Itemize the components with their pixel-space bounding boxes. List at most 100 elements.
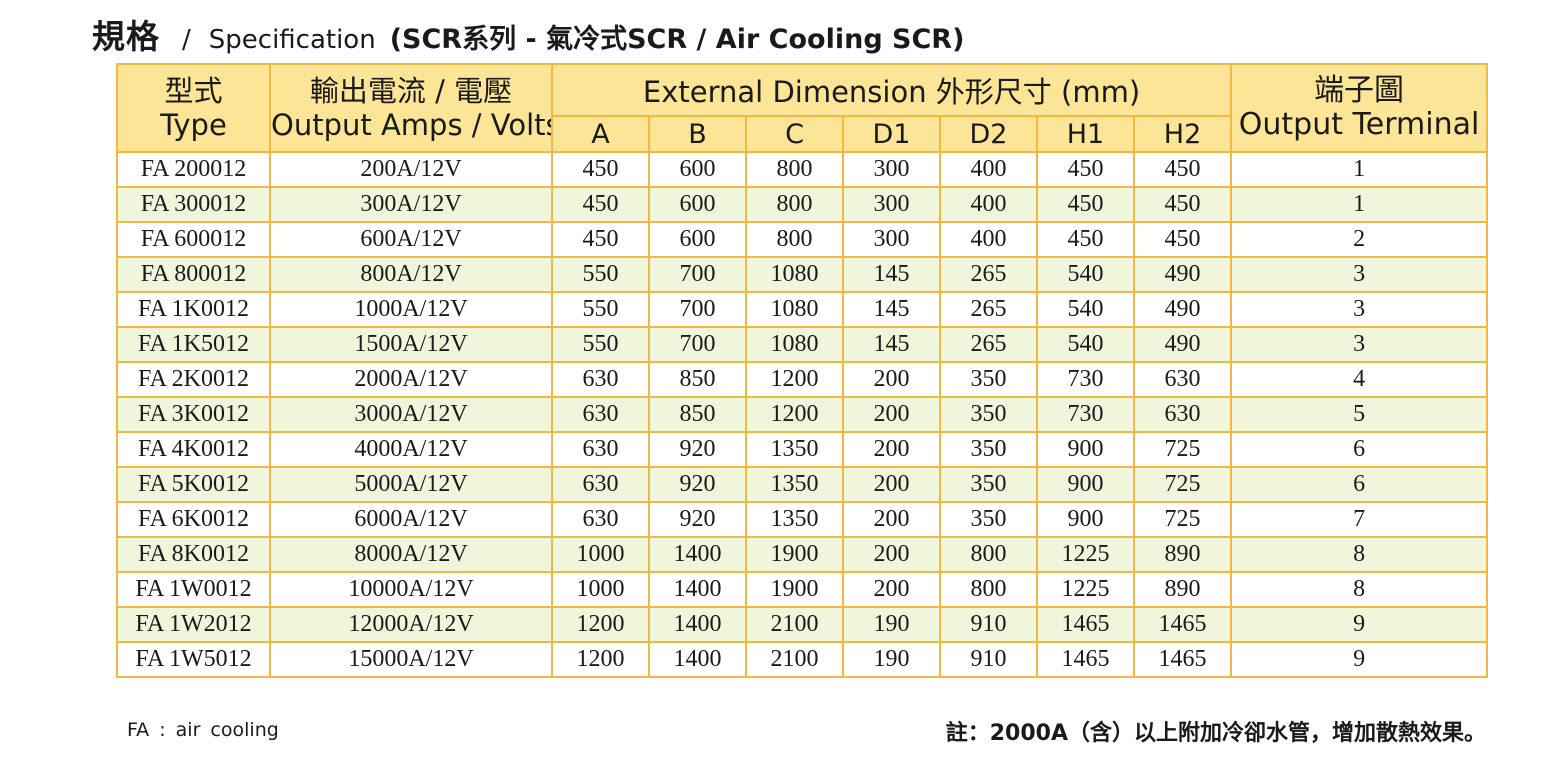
cell-c: 1080 xyxy=(745,291,844,328)
cell-a: 630 xyxy=(551,361,650,398)
cell-d2: 800 xyxy=(939,536,1038,573)
table-row: FA 3K0012 3000A/12V 630 850 1200 200 350 730 630… xyxy=(116,396,1489,433)
cell-terminal: 8 xyxy=(1230,571,1489,608)
cell-c: 1200 xyxy=(745,361,844,398)
table-row: FA 1W2012 12000A/12V 1200 1400 2100 190 910 146… xyxy=(116,606,1489,643)
cell-h2: 490 xyxy=(1132,291,1233,328)
cell-d2: 350 xyxy=(939,361,1038,398)
table-row: FA 1W5012 15000A/12V 1200 1400 2100 190 910 146… xyxy=(116,641,1489,678)
table-row: FA 4K0012 4000A/12V 630 920 1350 200 350 900 725… xyxy=(116,431,1489,468)
cell-terminal: 9 xyxy=(1230,606,1489,643)
cell-h1: 1465 xyxy=(1036,606,1135,643)
table-row: FA 2K0012 2000A/12V 630 850 1200 200 350 730 630… xyxy=(116,361,1489,398)
cell-d1: 190 xyxy=(842,606,941,643)
cell-type: FA 300012 xyxy=(116,186,271,223)
cell-h2: 450 xyxy=(1132,221,1233,258)
cell-b: 600 xyxy=(648,221,747,258)
cell-d2: 400 xyxy=(939,151,1038,188)
header-dim-d1: D1 xyxy=(842,115,941,153)
footnote-legend: FA : air cooling xyxy=(127,719,279,741)
title-en: Specification xyxy=(208,25,376,55)
cell-d2: 910 xyxy=(939,641,1038,678)
header-terminal: 端子圖 Output Terminal xyxy=(1230,63,1489,153)
cell-type: FA 3K0012 xyxy=(116,396,271,433)
cell-a: 450 xyxy=(551,151,650,188)
cell-output: 6000A/12V xyxy=(269,501,553,538)
cell-b: 850 xyxy=(648,396,747,433)
cell-c: 1900 xyxy=(745,571,844,608)
cell-h1: 540 xyxy=(1036,291,1135,328)
cell-d1: 145 xyxy=(842,256,941,293)
cell-type: FA 1K0012 xyxy=(116,291,271,328)
cell-type: FA 1W5012 xyxy=(116,641,271,678)
cell-c: 800 xyxy=(745,186,844,223)
cell-b: 700 xyxy=(648,256,747,293)
cell-terminal: 3 xyxy=(1230,326,1489,363)
cell-terminal: 7 xyxy=(1230,501,1489,538)
cell-c: 1350 xyxy=(745,466,844,503)
header-output: 輸出電流 / 電壓 Output Amps / Volts xyxy=(269,63,553,153)
header-type: 型式 Type xyxy=(116,63,271,153)
cell-output: 800A/12V xyxy=(269,256,553,293)
cell-h1: 540 xyxy=(1036,326,1135,363)
cell-b: 600 xyxy=(648,151,747,188)
cell-a: 450 xyxy=(551,186,650,223)
header-dim-b: B xyxy=(648,115,747,153)
table-row: FA 6K0012 6000A/12V 630 920 1350 200 350 900 725… xyxy=(116,501,1489,538)
cell-c: 1080 xyxy=(745,256,844,293)
table-row: FA 5K0012 5000A/12V 630 920 1350 200 350 900 725… xyxy=(116,466,1489,503)
table-row: FA 1K5012 1500A/12V 550 700 1080 145 265 540 490… xyxy=(116,326,1489,363)
cell-output: 200A/12V xyxy=(269,151,553,188)
cell-h2: 725 xyxy=(1132,431,1233,468)
cell-a: 1000 xyxy=(551,536,650,573)
footnote-remark: 註：2000A（含）以上附加冷卻水管，增加散熱效果。 xyxy=(945,721,1486,746)
cell-type: FA 6K0012 xyxy=(116,501,271,538)
cell-h2: 1465 xyxy=(1132,606,1233,643)
cell-b: 920 xyxy=(648,501,747,538)
cell-h1: 730 xyxy=(1036,361,1135,398)
cell-d2: 350 xyxy=(939,466,1038,503)
cell-terminal: 1 xyxy=(1230,151,1489,188)
cell-type: FA 2K0012 xyxy=(116,361,271,398)
cell-type: FA 1K5012 xyxy=(116,326,271,363)
cell-h2: 725 xyxy=(1132,466,1233,503)
title-zh: 規格 xyxy=(92,17,160,56)
cell-d2: 800 xyxy=(939,571,1038,608)
cell-b: 850 xyxy=(648,361,747,398)
title-subtitle: (SCR系列 - 氣冷式SCR / Air Cooling SCR) xyxy=(389,24,965,55)
cell-h2: 450 xyxy=(1132,151,1233,188)
table-row: FA 300012 300A/12V 450 600 800 300 400 450 450 1 xyxy=(116,186,1489,223)
cell-output: 300A/12V xyxy=(269,186,553,223)
cell-d1: 200 xyxy=(842,536,941,573)
cell-d1: 300 xyxy=(842,221,941,258)
cell-h1: 1225 xyxy=(1036,536,1135,573)
cell-h2: 450 xyxy=(1132,186,1233,223)
cell-terminal: 3 xyxy=(1230,291,1489,328)
cell-a: 630 xyxy=(551,396,650,433)
cell-terminal: 6 xyxy=(1230,466,1489,503)
cell-output: 600A/12V xyxy=(269,221,553,258)
cell-a: 630 xyxy=(551,501,650,538)
header-output-en: Output Amps / Volts xyxy=(271,108,552,142)
header-output-zh: 輸出電流 / 電壓 xyxy=(309,74,513,108)
header-type-zh: 型式 xyxy=(164,74,223,108)
cell-c: 1200 xyxy=(745,396,844,433)
cell-c: 1350 xyxy=(745,431,844,468)
table-row: FA 1W0012 10000A/12V 1000 1400 1900 200 800 122… xyxy=(116,571,1489,608)
cell-h1: 540 xyxy=(1036,256,1135,293)
cell-terminal: 2 xyxy=(1230,221,1489,258)
cell-a: 450 xyxy=(551,221,650,258)
cell-h2: 890 xyxy=(1132,571,1233,608)
table-row: FA 8K0012 8000A/12V 1000 1400 1900 200 800 1225… xyxy=(116,536,1489,573)
cell-terminal: 5 xyxy=(1230,396,1489,433)
cell-b: 920 xyxy=(648,466,747,503)
cell-c: 1080 xyxy=(745,326,844,363)
cell-h2: 490 xyxy=(1132,256,1233,293)
cell-a: 550 xyxy=(551,291,650,328)
cell-d2: 910 xyxy=(939,606,1038,643)
cell-h2: 490 xyxy=(1132,326,1233,363)
cell-terminal: 9 xyxy=(1230,641,1489,678)
cell-output: 15000A/12V xyxy=(269,641,553,678)
table-header: 型式 Type 輸出電流 / 電壓 Output Amps / Volts Ex… xyxy=(116,63,1489,153)
cell-h1: 900 xyxy=(1036,431,1135,468)
